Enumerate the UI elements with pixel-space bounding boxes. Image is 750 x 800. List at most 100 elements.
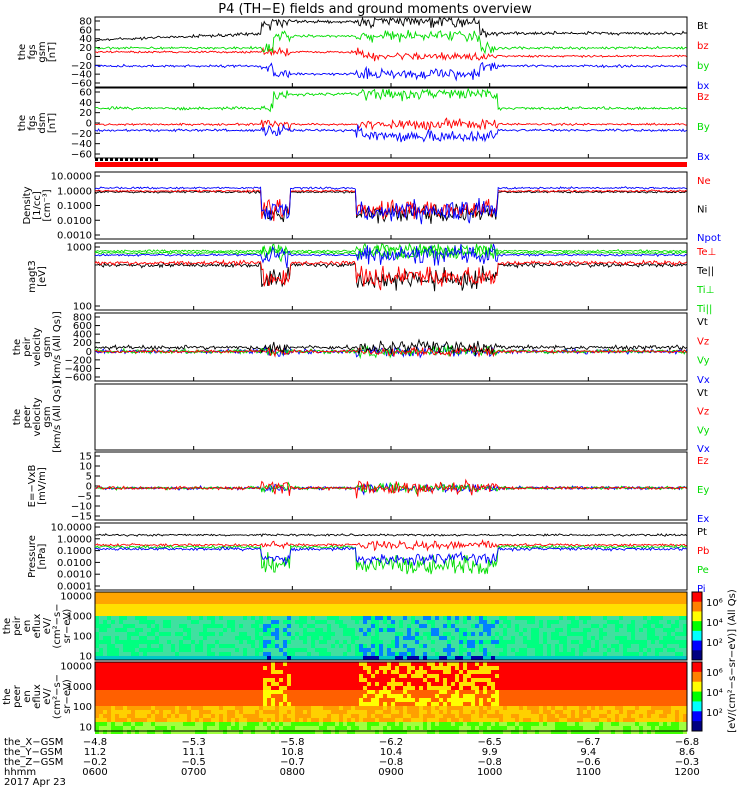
spectrogram-cell — [323, 632, 327, 636]
spectrogram-cell — [171, 702, 175, 706]
spectrogram-cell — [367, 698, 371, 702]
spectrogram-cell — [675, 616, 679, 620]
spectrogram-cell — [451, 632, 455, 636]
spectrogram-cell — [431, 714, 435, 718]
spectrogram-cell — [551, 612, 555, 616]
spectrogram-cell — [159, 596, 163, 600]
spectrogram-cell — [527, 608, 531, 612]
spectrogram-cell — [331, 666, 335, 670]
y-axis-label: peer — [22, 405, 33, 429]
spectrogram-cell — [139, 674, 143, 678]
spectrogram-cell — [211, 694, 215, 698]
spectrogram-cell — [119, 714, 123, 718]
spectrogram-cell — [591, 632, 595, 636]
spectrogram-cell — [523, 662, 527, 666]
spectrogram-cell — [407, 702, 411, 706]
spectrogram-cell — [135, 620, 139, 624]
spectrogram-cell — [487, 652, 491, 656]
spectrogram-cell — [443, 648, 447, 652]
spectrogram-cell — [623, 616, 627, 620]
spectrogram-cell — [443, 686, 447, 690]
spectrogram-cell — [567, 698, 571, 702]
spectrogram-cell — [259, 628, 263, 632]
spectrogram-cell — [559, 678, 563, 682]
spectrogram-cell — [435, 682, 439, 686]
spectrogram-cell — [411, 694, 415, 698]
spectrogram-cell — [367, 666, 371, 670]
spectrogram-cell — [187, 636, 191, 640]
spectrogram-cell — [271, 640, 275, 644]
spectrogram-cell — [659, 604, 663, 608]
spectrogram-cell — [195, 628, 199, 632]
spectrogram-cell — [155, 702, 159, 706]
spectrogram-cell — [387, 644, 391, 648]
spectrogram-cell — [399, 600, 403, 604]
spectrogram-cell — [155, 608, 159, 612]
spectrogram-cell — [415, 600, 419, 604]
spectrogram-cell — [263, 698, 267, 702]
spectrogram-cell — [211, 652, 215, 656]
spectrogram-cell — [207, 628, 211, 632]
spectrogram-cell — [663, 620, 667, 624]
spectrogram-cell — [463, 714, 467, 718]
spectrogram-cell — [519, 612, 523, 616]
spectrogram-cell — [499, 690, 503, 694]
spectrogram-cell — [487, 628, 491, 632]
spectrogram-cell — [483, 632, 487, 636]
spectrogram-cell — [383, 640, 387, 644]
spectrogram-cell — [147, 690, 151, 694]
spectrogram-cell — [271, 710, 275, 714]
spectrogram-cell — [131, 644, 135, 648]
spectrogram-cell — [227, 682, 231, 686]
spectrogram-cell — [523, 624, 527, 628]
spectrogram-cell — [123, 718, 127, 722]
spectrogram-cell — [647, 612, 651, 616]
spectrogram-cell — [583, 632, 587, 636]
spectrogram-cell — [519, 644, 523, 648]
spectrogram-cell — [383, 714, 387, 718]
spectrogram-cell — [399, 628, 403, 632]
spectrogram-cell — [119, 674, 123, 678]
spectrogram-cell — [263, 616, 267, 620]
spectrogram-cell — [495, 624, 499, 628]
spectrogram-cell — [319, 702, 323, 706]
spectrogram-cell — [375, 628, 379, 632]
spectrogram-cell — [279, 644, 283, 648]
spectrogram-cell — [319, 722, 323, 726]
spectrogram-cell — [571, 648, 575, 652]
spectrogram-cell — [291, 592, 295, 596]
spectrogram-cell — [135, 624, 139, 628]
spectrogram-cell — [195, 636, 199, 640]
spectrogram-cell — [471, 632, 475, 636]
spectrogram-cell — [519, 616, 523, 620]
spectrogram-cell — [243, 608, 247, 612]
spectrogram-cell — [135, 686, 139, 690]
spectrogram-cell — [463, 662, 467, 666]
spectrogram-cell — [467, 690, 471, 694]
spectrogram-cell — [455, 592, 459, 596]
spectrogram-cell — [263, 612, 267, 616]
spectrogram-cell — [283, 592, 287, 596]
spectrogram-cell — [203, 722, 207, 726]
spectrogram-cell — [663, 596, 667, 600]
spectrogram-cell — [563, 600, 567, 604]
spectrogram-cell — [303, 652, 307, 656]
spectrogram-cell — [131, 666, 135, 670]
spectrogram-cell — [543, 644, 547, 648]
spectrogram-cell — [375, 596, 379, 600]
spectrogram-cell — [319, 726, 323, 730]
spectrogram-cell — [459, 608, 463, 612]
spectrogram-cell — [439, 608, 443, 612]
spectrogram-cell — [575, 636, 579, 640]
spectrogram-cell — [511, 652, 515, 656]
spectrogram-cell — [115, 604, 119, 608]
spectrogram-cell — [679, 640, 683, 644]
spectrogram-cell — [423, 620, 427, 624]
spectrogram-cell — [519, 722, 523, 726]
spectrogram-cell — [455, 652, 459, 656]
spectrogram-cell — [491, 662, 495, 666]
spectrogram-cell — [255, 722, 259, 726]
spectrogram-cell — [555, 624, 559, 628]
spectrogram-cell — [531, 662, 535, 666]
spectrogram-cell — [455, 702, 459, 706]
